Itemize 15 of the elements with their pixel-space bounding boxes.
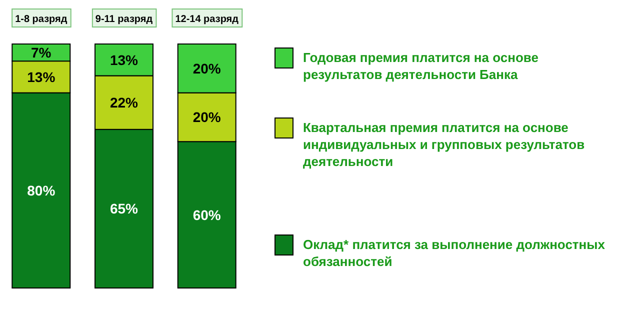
x-tick-label: 9-11 разряд [95, 14, 154, 25]
data-label: 22% [110, 94, 139, 111]
legend-label: Оклад* платится за выполнение должностных обязанностей [303, 237, 606, 269]
data-label: 20% [192, 60, 222, 76]
data-label: 20% [192, 109, 222, 126]
x-tick-label: 12-14 разряд [175, 14, 240, 25]
data-label: 7% [31, 44, 52, 61]
data-label: 80% [27, 182, 56, 198]
legend-label: Годовая премия платится на основе результатов деятельности Банка [303, 50, 538, 82]
data-label: 65% [110, 200, 139, 217]
x-tick-label: 1-8 разряд [15, 14, 68, 25]
legend-label: Квартальная премия платится на основе индивидуальных и групповых результатов деятельности [303, 120, 585, 169]
data-label: 60% [192, 206, 222, 223]
data-label: 13% [110, 52, 139, 68]
data-label: 13% [27, 68, 56, 85]
